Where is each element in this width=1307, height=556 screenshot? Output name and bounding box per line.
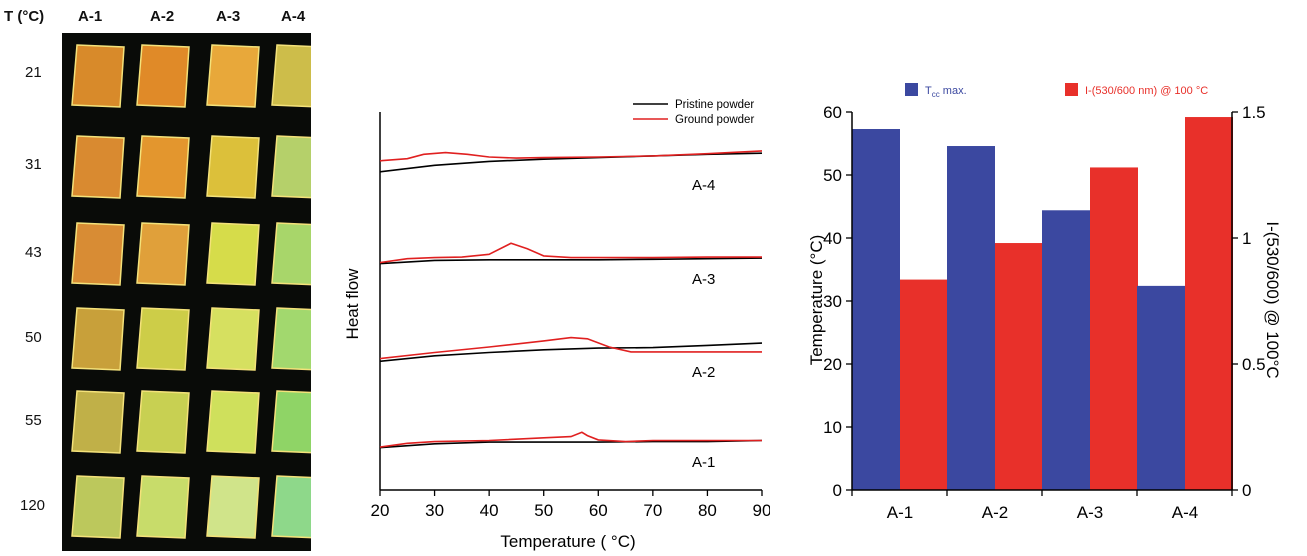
- sample-tile-r2-c3: [206, 135, 260, 199]
- sample-tile-r3-c1: [71, 222, 125, 286]
- sample-tile-r5-c4: [271, 390, 325, 454]
- sample-tile-r5-c3: [206, 390, 260, 454]
- dsc-legend-label-1: Ground powder: [675, 114, 754, 126]
- dsc-x-tick-label: 50: [534, 501, 553, 520]
- row-temp-120: 120: [20, 497, 46, 514]
- sample-tile-r3-c3: [206, 222, 260, 286]
- row-temp-55: 55: [25, 412, 42, 429]
- sample-tile-r3-c4: [271, 222, 325, 286]
- sample-tile-r6-c4: [271, 475, 325, 539]
- bar-tcc-a-1: [852, 129, 900, 490]
- bar-left-axis-label: Temperature (°C): [807, 235, 826, 366]
- bar-axes: A-1 A-2 A-3 A-4 0 10 20 30 40 50 60 0 0.5 1 1.5: [823, 103, 1266, 522]
- dsc-legend: Pristine powder Ground powder: [633, 99, 754, 126]
- dsc-ground-curve-a-4: [379, 150, 763, 162]
- sample-photo-panel: [62, 33, 325, 551]
- dsc-x-axis-label: Temperature ( °C): [500, 532, 635, 551]
- sample-tile-r4-c4: [271, 307, 325, 371]
- dsc-pristine-curve-a-2: [379, 342, 763, 363]
- dsc-curve-label-a-2: A-2: [692, 364, 715, 381]
- column-header-a3: A-3: [216, 8, 241, 25]
- dsc-x-tick-label: 90: [753, 501, 770, 520]
- sample-tile-r2-c1: [71, 135, 125, 199]
- bar-right-tick-label: 0.5: [1242, 355, 1266, 374]
- dsc-x-tick-label: 80: [698, 501, 717, 520]
- dsc-curve-label-a-4: A-4: [692, 177, 715, 194]
- column-header-a4: A-4: [281, 8, 306, 25]
- bar-left-tick-label: 10: [823, 418, 842, 437]
- dsc-ground-curve-a-1: [379, 431, 762, 448]
- sample-tile-r6-c2: [136, 475, 190, 539]
- sample-tile-r3-c2: [136, 222, 190, 286]
- sample-tile-r4-c3: [206, 307, 260, 371]
- bar-tcc-a-4: [1137, 285, 1185, 490]
- sample-tile-r4-c1: [71, 307, 125, 371]
- sample-tile-r1-c2: [136, 44, 190, 108]
- bar-legend-label-tcc: Tcc max.: [925, 85, 967, 99]
- sample-photo-tiles: [71, 44, 325, 539]
- sample-tile-r6-c3: [206, 475, 260, 539]
- bar-left-tick-label: 20: [823, 355, 842, 374]
- dsc-curves: A-4 A-3 A-2 A-1: [379, 150, 763, 471]
- dsc-x-tick-label: 30: [425, 501, 444, 520]
- bar-ratio-a-4: [1185, 117, 1233, 490]
- sample-tile-r2-c4: [271, 135, 325, 199]
- dsc-x-tick-label: 60: [589, 501, 608, 520]
- dsc-pristine-curve-a-4: [379, 152, 763, 173]
- bar-right-tick-label: 0: [1242, 481, 1251, 500]
- row-temp-31: 31: [25, 156, 42, 173]
- bar-chart: Tcc max. I-(530/600 nm) @ 100 °C A-1 A-2 A-…: [807, 83, 1282, 522]
- sample-tile-r2-c2: [136, 135, 190, 199]
- dsc-x-tick-label: 70: [643, 501, 662, 520]
- bar-category-label: A-1: [887, 503, 913, 522]
- row-temp-21: 21: [25, 64, 42, 81]
- sample-tile-r5-c2: [136, 390, 190, 454]
- sample-tile-r6-c1: [71, 475, 125, 539]
- bar-right-tick-label: 1.5: [1242, 103, 1266, 122]
- bar-tcc-a-3: [1042, 210, 1090, 490]
- sample-tile-r1-c3: [206, 44, 260, 108]
- bar-right-axis-label: I-(530/600) @ 100°C: [1263, 221, 1282, 378]
- dsc-y-axis-label: Heat flow: [343, 268, 362, 340]
- row-temp-50: 50: [25, 329, 42, 346]
- bar-left-tick-label: 40: [823, 229, 842, 248]
- bar-marks: [852, 117, 1233, 490]
- sample-tile-r5-c1: [71, 390, 125, 454]
- column-header-a2: A-2: [150, 8, 175, 25]
- sample-tile-r1-c4: [271, 44, 325, 108]
- bar-ratio-a-3: [1090, 167, 1138, 490]
- dsc-ground-curve-a-2: [379, 336, 762, 360]
- bar-category-label: A-4: [1172, 503, 1198, 522]
- sample-tile-r1-c1: [71, 44, 125, 108]
- dsc-legend-label-0: Pristine powder: [675, 99, 754, 111]
- dsc-axes: 20 30 40 50 60 70 80 90: [371, 112, 770, 520]
- dsc-curve-label-a-1: A-1: [692, 454, 715, 471]
- bar-category-label: A-2: [982, 503, 1008, 522]
- bar-legend-label-ratio: I-(530/600 nm) @ 100 °C: [1085, 85, 1208, 97]
- bar-legend: Tcc max. I-(530/600 nm) @ 100 °C: [905, 83, 1208, 99]
- dsc-x-tick-label: 40: [480, 501, 499, 520]
- dsc-chart: 20 30 40 50 60 70 80 90 A-4 A-3 A-2 A-1 Pristine p…: [343, 99, 770, 551]
- sample-tile-r4-c2: [136, 307, 190, 371]
- bar-ratio-a-1: [900, 279, 948, 490]
- bar-legend-swatch-ratio: [1065, 83, 1078, 96]
- column-header-a1: A-1: [78, 8, 103, 25]
- dsc-x-tick-label: 20: [371, 501, 390, 520]
- dsc-curve-label-a-3: A-3: [692, 271, 715, 288]
- bar-left-tick-label: 50: [823, 166, 842, 185]
- bar-right-tick-label: 1: [1242, 229, 1251, 248]
- bar-left-tick-label: 60: [823, 103, 842, 122]
- row-temp-43: 43: [25, 244, 42, 261]
- dsc-pristine-curve-a-1: [379, 439, 763, 449]
- bar-category-label: A-3: [1077, 503, 1103, 522]
- dsc-ground-curve-a-3: [379, 242, 762, 264]
- bar-ratio-a-2: [995, 243, 1043, 490]
- bar-left-tick-label: 30: [823, 292, 842, 311]
- bar-left-tick-label: 0: [833, 481, 842, 500]
- bar-legend-swatch-tcc: [905, 83, 918, 96]
- temperature-header: T (°C): [4, 8, 45, 25]
- bar-tcc-a-2: [947, 146, 995, 490]
- dsc-pristine-curve-a-3: [379, 257, 763, 265]
